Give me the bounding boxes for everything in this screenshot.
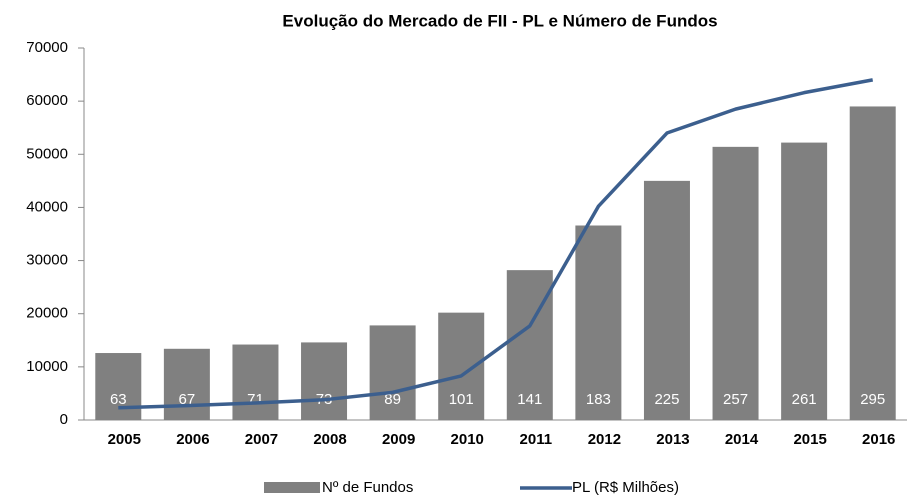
data-label: 101 xyxy=(449,391,474,408)
y-tick-label: 30000 xyxy=(26,252,68,269)
data-label: 295 xyxy=(860,391,885,408)
bar xyxy=(712,146,759,421)
bar xyxy=(95,353,142,420)
x-tick-label: 2012 xyxy=(588,431,621,448)
x-tick-label: 2007 xyxy=(245,431,278,448)
legend-label: Nº de Fundos xyxy=(322,479,413,496)
legend-label: PL (R$ Milhões) xyxy=(572,479,679,496)
y-tick-label: 60000 xyxy=(26,92,68,109)
bar xyxy=(575,225,622,420)
bar xyxy=(781,142,828,420)
line xyxy=(118,78,874,410)
x-tick-label: 2006 xyxy=(176,431,209,448)
data-label: 257 xyxy=(723,391,748,408)
bar xyxy=(232,344,279,420)
data-label: 261 xyxy=(792,391,817,408)
y-tick-label: 50000 xyxy=(26,145,68,162)
bar xyxy=(301,342,348,420)
bar xyxy=(369,325,416,420)
x-tick-label: 2009 xyxy=(382,431,415,448)
data-label: 141 xyxy=(517,391,542,408)
y-tick-label: 10000 xyxy=(26,358,68,375)
x-tick-label: 2015 xyxy=(793,431,826,448)
data-label: 67 xyxy=(179,391,196,408)
data-label: 71 xyxy=(247,391,264,408)
data-label: 89 xyxy=(384,391,401,408)
y-tick-label: 20000 xyxy=(26,305,68,322)
x-tick-label: 2008 xyxy=(313,431,346,448)
x-tick-label: 2010 xyxy=(451,431,484,448)
bar xyxy=(506,270,553,420)
chart-title: Evolução do Mercado de FII - PL e Número… xyxy=(282,11,717,30)
data-label: 225 xyxy=(654,391,679,408)
x-tick-label: 2013 xyxy=(656,431,689,448)
x-tick-label: 2016 xyxy=(862,431,895,448)
bar xyxy=(849,106,896,420)
bar xyxy=(163,348,210,420)
legend-swatch xyxy=(264,482,320,493)
data-label: 183 xyxy=(586,391,611,408)
x-tick-label: 2005 xyxy=(108,431,141,448)
y-tick-label: 70000 xyxy=(26,39,68,56)
y-tick-label: 0 xyxy=(60,411,68,428)
y-tick-label: 40000 xyxy=(26,198,68,215)
data-label: 63 xyxy=(110,391,127,408)
bar xyxy=(643,180,690,420)
x-tick-label: 2011 xyxy=(520,431,553,448)
x-tick-label: 2014 xyxy=(725,431,759,448)
